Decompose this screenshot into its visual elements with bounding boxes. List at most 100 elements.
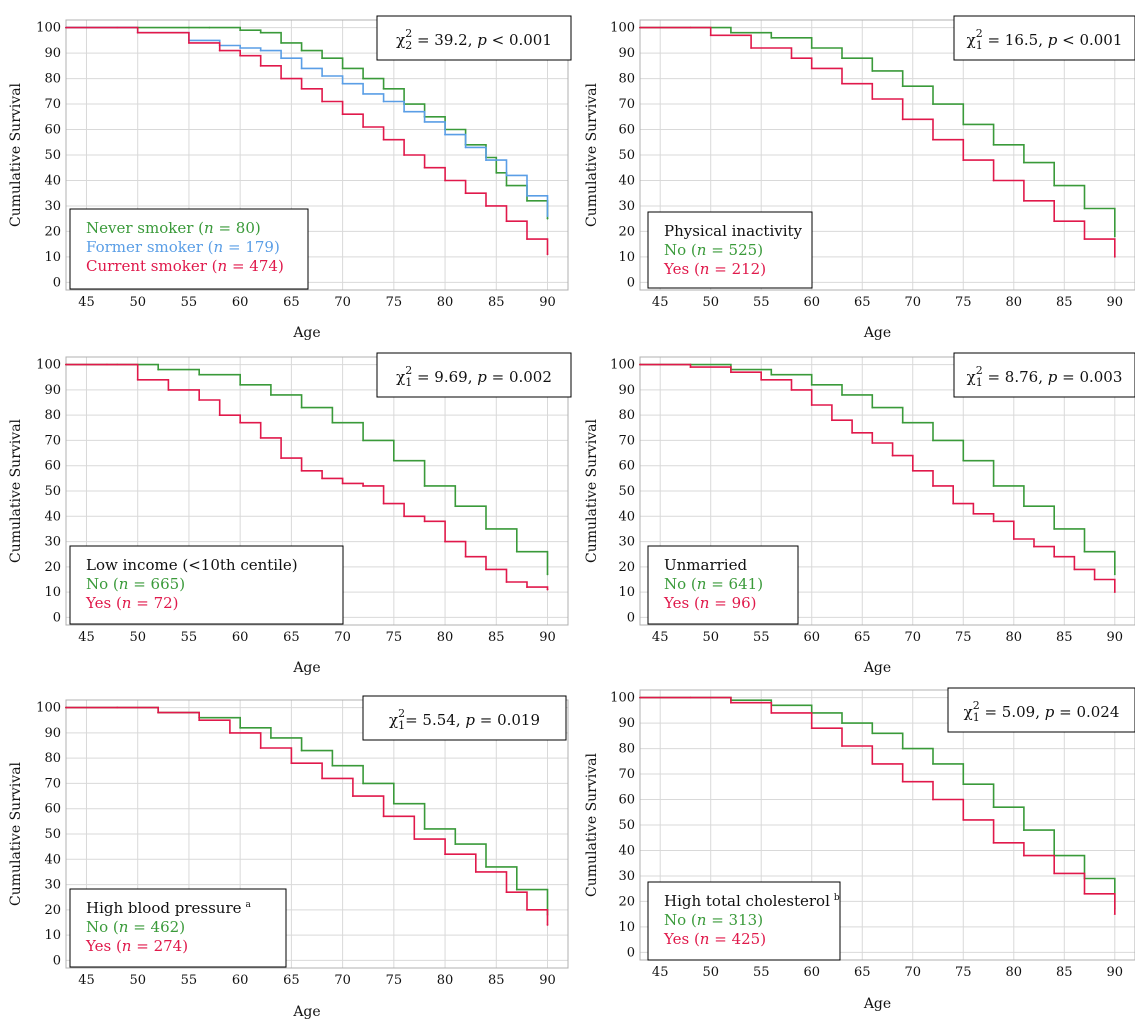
legend-n-value: = 525)	[706, 241, 763, 259]
legend-n-value: = 212)	[709, 260, 766, 278]
data-point	[1053, 872, 1056, 875]
data-point	[1022, 161, 1025, 164]
legend-label: Yes (	[85, 937, 122, 955]
data-point	[962, 783, 965, 786]
data-point	[689, 26, 692, 29]
legend-label: Yes (	[663, 930, 700, 948]
data-point	[106, 363, 108, 366]
legend-box	[647, 211, 813, 289]
data-point	[423, 120, 426, 123]
data-point	[546, 253, 549, 256]
x-tick-label: 70	[334, 630, 351, 645]
x-tick-label: 45	[78, 973, 95, 988]
data-point	[810, 67, 813, 70]
data-point	[300, 87, 303, 90]
data-point	[218, 49, 221, 52]
data-point	[639, 363, 641, 366]
x-tick-label: 80	[1006, 630, 1023, 645]
y-tick-label: 80	[44, 72, 61, 87]
data-point	[403, 110, 405, 113]
legend-title: High total cholesterol b	[664, 892, 840, 910]
series-2-points	[65, 26, 549, 256]
x-tick-label: 55	[753, 965, 770, 980]
data-point	[198, 373, 201, 376]
x-tick-label: 55	[181, 295, 198, 310]
legend-n-symbol: n	[204, 219, 214, 237]
data-point	[382, 815, 385, 818]
legend-n-value: = 425)	[709, 930, 766, 948]
legend-box	[69, 888, 287, 968]
legend-label: No (	[86, 575, 119, 593]
legend-n-symbol: n	[119, 918, 129, 936]
y-tick-label: 80	[618, 742, 635, 757]
data-point	[505, 581, 508, 583]
statistic-box	[947, 687, 1135, 733]
y-tick-label: 70	[618, 767, 635, 782]
legend-title-footnote-mark: a	[246, 900, 252, 910]
legend-title: Physical inactivity	[664, 222, 803, 240]
y-tick-label: 50	[618, 484, 635, 499]
x-axis-title: Age	[292, 660, 320, 676]
series-1-points	[65, 363, 549, 591]
legend-label: Never smoker (	[86, 219, 204, 237]
data-point	[932, 762, 934, 765]
panel-low-income: 45 50 55 60 65 70 75 80 85 90 0 10 20 30 40 50 60 70 80 90 1…	[8, 352, 572, 676]
y-tick-label: 0	[53, 610, 61, 625]
data-point	[546, 588, 549, 591]
y-axis-title: Cumulative Survival	[584, 418, 600, 563]
survival-curve-series-1	[66, 706, 549, 925]
data-point	[1083, 892, 1086, 895]
data-point	[403, 154, 405, 156]
data-point	[65, 363, 67, 366]
data-point	[689, 366, 692, 369]
statistic-box	[376, 15, 572, 61]
data-point	[1113, 913, 1116, 916]
data-point	[901, 421, 904, 424]
x-axis-title: Age	[292, 325, 320, 341]
chi-symbol: χ	[967, 31, 976, 49]
legend-n-value: = 80)	[214, 219, 261, 237]
y-tick-label: 100	[610, 358, 635, 373]
data-point	[259, 64, 262, 67]
data-point	[841, 57, 843, 60]
y-tick-label: 90	[44, 383, 61, 398]
data-point	[810, 404, 813, 406]
data-point	[167, 388, 170, 391]
data-point	[341, 113, 344, 116]
y-tick-label: 60	[618, 123, 635, 138]
chi-subscript: 1	[976, 376, 983, 389]
data-point	[992, 179, 995, 182]
p-symbol: p	[1045, 703, 1055, 721]
y-tick-label: 100	[36, 358, 61, 373]
legend-entry: Current smoker (n = 474)	[86, 257, 284, 275]
data-point	[157, 711, 160, 714]
data-point	[331, 764, 334, 767]
data-point	[505, 174, 508, 177]
survival-curve-series-1	[640, 26, 1116, 257]
y-tick-label: 80	[618, 408, 635, 423]
data-point	[730, 371, 732, 374]
data-point	[546, 573, 549, 576]
y-tick-label: 60	[44, 802, 61, 817]
statistic-text: χ2 1= 5.54, p = 0.019	[389, 707, 540, 732]
y-tick-label: 30	[618, 199, 635, 214]
x-tick-label: 60	[803, 965, 820, 980]
legend-n-symbol: n	[122, 594, 132, 612]
data-point	[526, 199, 528, 202]
data-point	[280, 457, 283, 460]
x-tick-label: 65	[283, 973, 300, 988]
y-tick-label: 50	[44, 148, 61, 163]
chi-superscript: 2	[405, 364, 412, 377]
x-tick-label: 90	[1107, 965, 1124, 980]
data-point	[932, 138, 934, 141]
data-point	[841, 82, 843, 85]
x-tick-label: 70	[334, 973, 351, 988]
y-axis: 0 10 20 30 40 50 60 70 80 90 100	[36, 358, 61, 626]
y-tick-label: 60	[44, 459, 61, 474]
legend-title: High blood pressure a	[86, 899, 252, 917]
data-point	[423, 166, 426, 169]
legend-entry: Yes (n = 212)	[663, 260, 766, 278]
data-point	[1093, 578, 1096, 581]
legend-title-text: High total cholesterol	[664, 892, 830, 910]
